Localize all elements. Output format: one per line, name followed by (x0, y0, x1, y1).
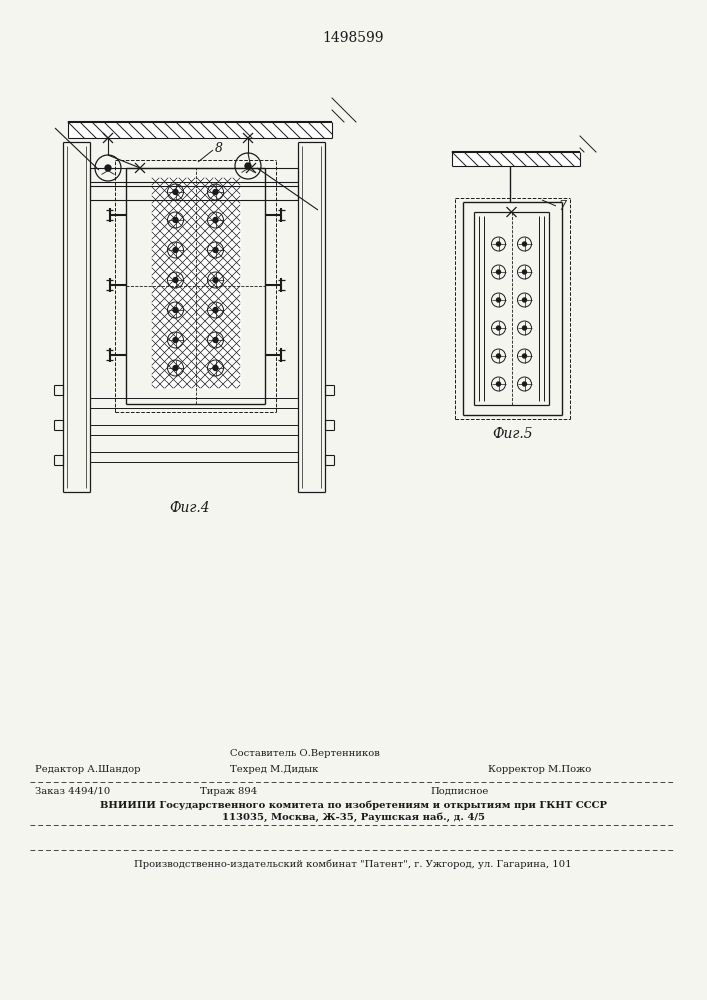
Text: ВНИИПИ Государственного комитета по изобретениям и открытиям при ГКНТ СССР: ВНИИПИ Государственного комитета по изоб… (100, 801, 607, 810)
Text: Тираж 894: Тираж 894 (200, 787, 257, 796)
Circle shape (496, 242, 501, 246)
Circle shape (213, 277, 218, 282)
Circle shape (496, 298, 501, 302)
Polygon shape (68, 122, 332, 138)
Text: Фиг.4: Фиг.4 (170, 501, 210, 515)
Circle shape (245, 163, 251, 169)
Circle shape (173, 247, 178, 252)
Text: 7: 7 (558, 200, 566, 214)
Text: Заказ 4494/10: Заказ 4494/10 (35, 787, 110, 796)
Circle shape (173, 190, 178, 194)
Circle shape (173, 218, 178, 223)
Circle shape (522, 382, 527, 386)
Circle shape (105, 165, 111, 171)
Circle shape (213, 365, 218, 370)
Circle shape (496, 326, 501, 330)
Polygon shape (452, 152, 580, 166)
Text: Корректор М.Пожо: Корректор М.Пожо (488, 766, 591, 774)
Circle shape (522, 242, 527, 246)
Circle shape (496, 270, 501, 274)
Circle shape (522, 326, 527, 330)
Circle shape (496, 354, 501, 358)
Circle shape (522, 298, 527, 302)
Text: Подписное: Подписное (430, 787, 489, 796)
Circle shape (522, 354, 527, 358)
Text: 8: 8 (215, 141, 223, 154)
Circle shape (213, 338, 218, 342)
Polygon shape (152, 178, 240, 388)
Text: 113035, Москва, Ж-35, Раушская наб., д. 4/5: 113035, Москва, Ж-35, Раушская наб., д. … (221, 813, 484, 822)
Circle shape (213, 308, 218, 312)
Text: 1498599: 1498599 (322, 31, 384, 45)
Circle shape (213, 190, 218, 194)
Circle shape (173, 308, 178, 312)
Circle shape (173, 365, 178, 370)
Circle shape (173, 338, 178, 342)
Text: Техред М.Дидык: Техред М.Дидык (230, 766, 318, 774)
Text: Редактор А.Шандор: Редактор А.Шандор (35, 766, 141, 774)
Text: Составитель О.Вертенников: Составитель О.Вертенников (230, 750, 380, 758)
Circle shape (213, 247, 218, 252)
Circle shape (173, 277, 178, 282)
Circle shape (496, 382, 501, 386)
Circle shape (213, 218, 218, 223)
Text: Фиг.5: Фиг.5 (493, 427, 533, 441)
Text: Производственно-издательский комбинат "Патент", г. Ужгород, ул. Гагарина, 101: Производственно-издательский комбинат "П… (134, 859, 572, 869)
Circle shape (522, 270, 527, 274)
